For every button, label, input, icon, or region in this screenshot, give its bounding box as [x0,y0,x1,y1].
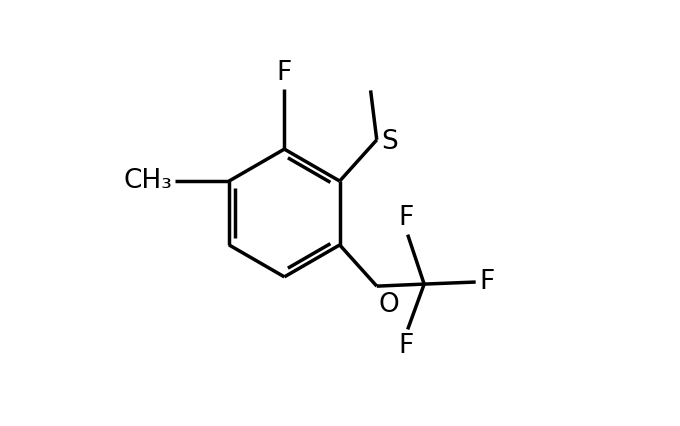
Text: S: S [381,129,398,155]
Text: F: F [479,269,494,295]
Text: F: F [398,205,413,231]
Text: CH₃: CH₃ [123,168,172,194]
Text: F: F [398,333,413,359]
Text: F: F [277,60,292,86]
Text: O: O [379,292,400,318]
